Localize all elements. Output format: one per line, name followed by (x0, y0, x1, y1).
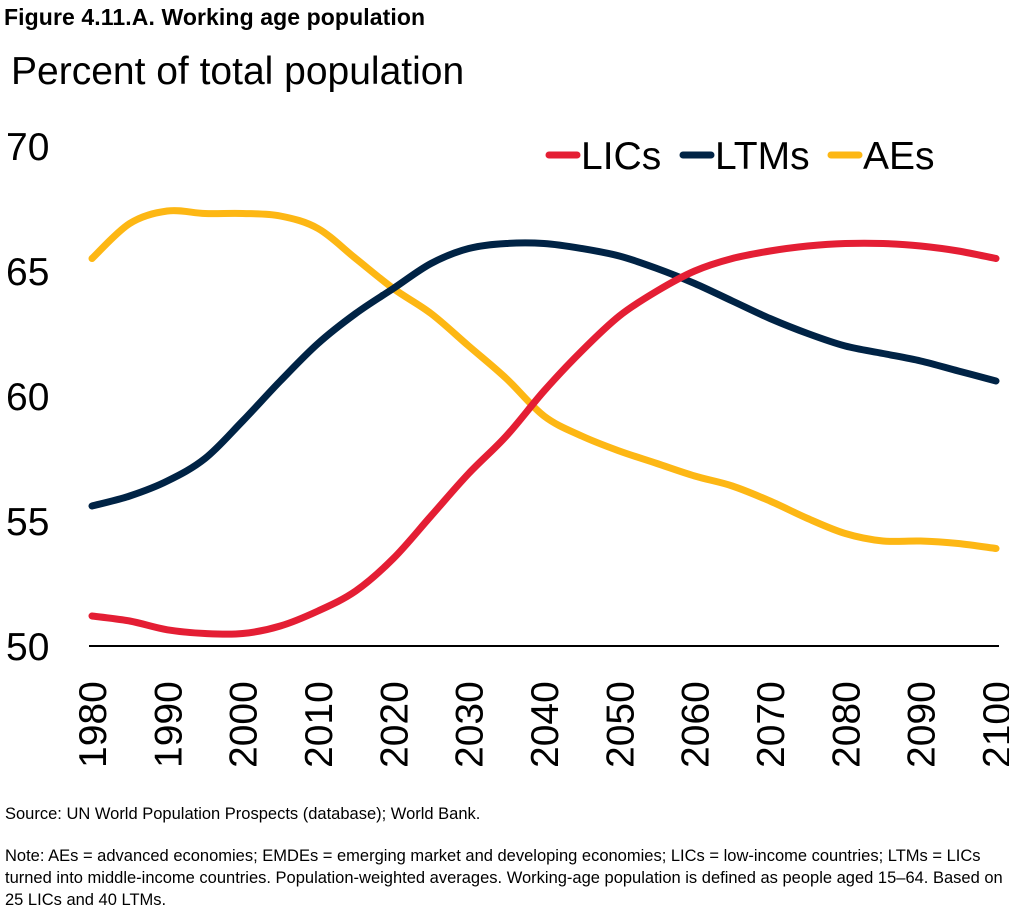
y-tick-label: 60 (6, 376, 49, 419)
x-tick-label: 2070 (750, 681, 793, 768)
x-tick-label: 2060 (675, 681, 718, 768)
y-axis-unit-label: Percent of total population (11, 50, 465, 93)
line-chart: 50 55 60 65 70 1980 1990 2000 2010 2020 2030 2040 2… (6, 126, 1009, 768)
y-tick-label: 70 (6, 126, 49, 169)
legend-label-lics: LICs (581, 135, 661, 178)
x-tick-label: 2090 (901, 681, 944, 768)
series-line-lics (88, 239, 1000, 638)
x-tick-label: 2100 (976, 681, 1009, 768)
y-tick-label: 50 (6, 626, 49, 669)
y-axis-ticks: 50 55 60 65 70 (6, 126, 49, 669)
y-tick-label: 55 (6, 501, 49, 544)
series-line-ltms (88, 239, 1000, 510)
x-tick-label: 2040 (524, 681, 567, 768)
x-tick-label: 1980 (72, 681, 115, 768)
x-tick-label: 2020 (373, 681, 416, 768)
x-tick-label: 2080 (825, 681, 868, 768)
x-tick-label: 1990 (147, 681, 190, 768)
footnote: Note: AEs = advanced economies; EMDEs = … (5, 847, 1003, 909)
x-tick-label: 2030 (449, 681, 492, 768)
figure-title: Figure 4.11.A. Working age population (4, 4, 426, 30)
y-tick-label: 65 (6, 251, 49, 294)
series-line-aes (88, 207, 1000, 552)
source-note: Source: UN World Population Prospects (d… (5, 805, 481, 823)
legend-label-aes: AEs (863, 135, 935, 178)
x-tick-label: 2010 (298, 681, 341, 768)
series-lines (88, 207, 1000, 638)
x-axis-ticks: 1980 1990 2000 2010 2020 2030 2040 2050 2060 2070… (72, 681, 1009, 768)
x-tick-label: 2050 (599, 681, 642, 768)
x-tick-label: 2000 (223, 681, 266, 768)
legend-label-ltms: LTMs (715, 135, 810, 178)
legend: LICs LTMs AEs (545, 135, 935, 178)
